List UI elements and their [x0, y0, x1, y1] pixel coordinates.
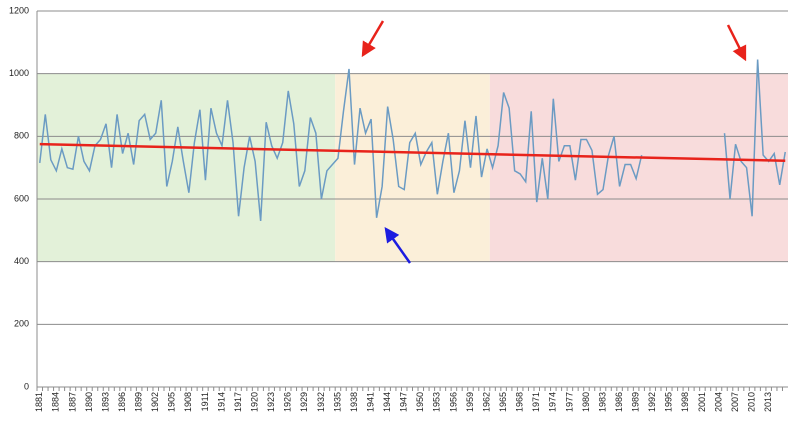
- x-tick-label: 1881: [34, 392, 44, 412]
- y-tick-label: 1200: [9, 5, 29, 15]
- grid: [36, 10, 788, 391]
- y-tick-label: 1000: [9, 68, 29, 78]
- arrow: [361, 20, 385, 58]
- x-tick-label: 1989: [631, 392, 641, 412]
- x-tick-label: 1995: [664, 392, 674, 412]
- trend-line: [39, 142, 786, 163]
- x-tick-label: 1956: [448, 392, 458, 412]
- band: [335, 73, 490, 262]
- y-tick-label: 200: [14, 319, 29, 329]
- x-tick-label: 1992: [647, 392, 657, 412]
- y-tick-label: 400: [14, 256, 29, 266]
- x-tick-label: 1965: [498, 392, 508, 412]
- x-tick-label: 1917: [233, 392, 243, 412]
- x-tick-label: 1974: [548, 392, 558, 412]
- x-tick-label: 1932: [316, 392, 326, 412]
- x-tick-label: 1938: [349, 392, 359, 412]
- x-tick-label: 1977: [564, 392, 574, 412]
- arrows: [361, 20, 747, 264]
- x-tick-label: 2001: [697, 392, 707, 412]
- x-tick-label: 1923: [266, 392, 276, 412]
- marks: [39, 59, 786, 221]
- x-tick-label: 2013: [763, 392, 773, 412]
- x-tick-label: 1941: [365, 392, 375, 412]
- x-tick-label: 1944: [382, 392, 392, 412]
- arrow: [384, 226, 412, 264]
- x-tick-label: 2007: [730, 392, 740, 412]
- x-tick-label: 1926: [283, 392, 293, 412]
- line-series: [39, 59, 786, 221]
- x-tick-label: 1998: [680, 392, 690, 412]
- x-tick-label: 1950: [415, 392, 425, 412]
- arrow: [726, 24, 747, 62]
- x-tick-label: 1887: [67, 392, 77, 412]
- x-tick-label: 1953: [432, 392, 442, 412]
- band: [37, 73, 336, 262]
- bands: [37, 73, 788, 262]
- x-tick-label: 1914: [216, 392, 226, 412]
- x-tick-label: 1908: [183, 392, 193, 412]
- x-tick-label: 1980: [581, 392, 591, 412]
- x-tick-label: 1986: [614, 392, 624, 412]
- x-tick-label: 1983: [597, 392, 607, 412]
- x-tick-label: 1962: [481, 392, 491, 412]
- y-tick-label: 800: [14, 131, 29, 141]
- x-tick-label: 1893: [100, 392, 110, 412]
- x-tick-label: 1968: [515, 392, 525, 412]
- x-tick-label: 1911: [200, 392, 210, 411]
- y-tick-label: 600: [14, 193, 29, 203]
- x-tick-label: 1890: [84, 392, 94, 412]
- x-tick-label: 1971: [531, 392, 541, 412]
- x-tick-label: 1884: [51, 392, 61, 412]
- x-tick-label: 1902: [150, 392, 160, 412]
- x-tick-label: 1959: [465, 392, 475, 412]
- x-tick-label: 1896: [117, 392, 127, 412]
- x-tick-label: 1905: [167, 392, 177, 412]
- x-tick-label: 1947: [399, 392, 409, 412]
- x-tick-label: 1899: [134, 392, 144, 412]
- x-tick-label: 1935: [332, 392, 342, 412]
- x-tick-label: 2004: [713, 392, 723, 412]
- x-tick-label: 1920: [249, 392, 259, 412]
- y-tick-label: 0: [24, 381, 29, 391]
- x-tick-label: 1929: [299, 392, 309, 412]
- x-tick-label: 2010: [746, 392, 756, 412]
